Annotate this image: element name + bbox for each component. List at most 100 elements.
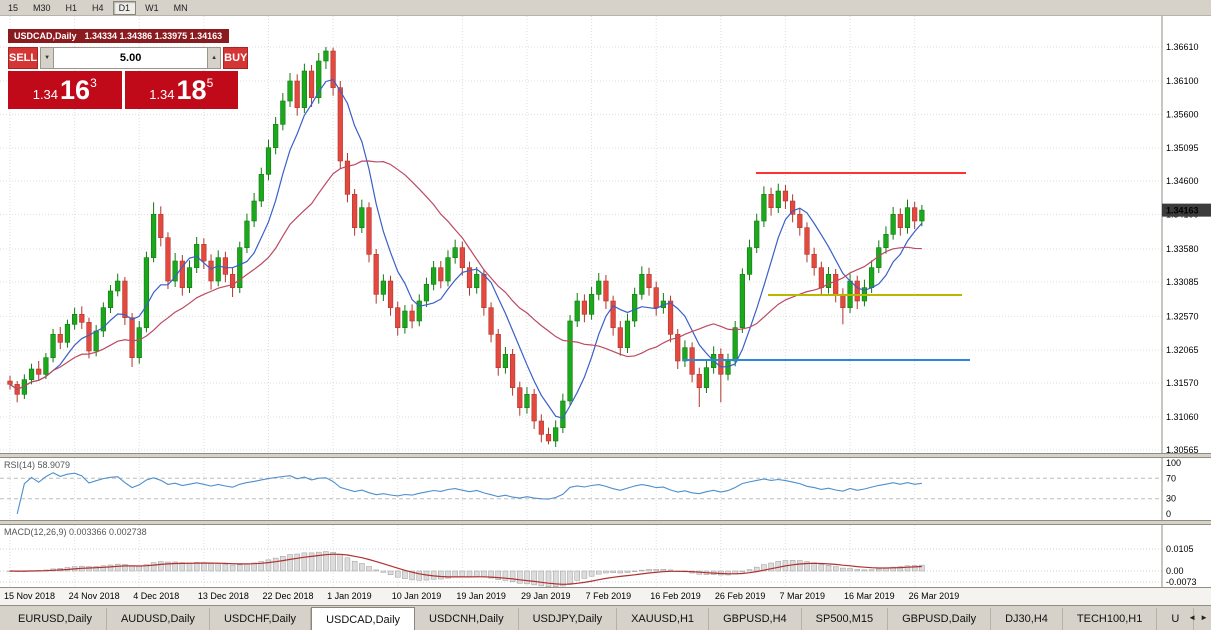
rsi-line xyxy=(16,472,922,515)
timeframe-button-15[interactable]: 15 xyxy=(2,1,24,15)
volume-input[interactable] xyxy=(54,47,208,69)
ma-slow-line xyxy=(9,160,922,391)
chart-tab-bar: EURUSD,Daily AUDUSD,Daily USDCHF,Daily USDC… xyxy=(0,605,1211,630)
tab-eurusd-daily[interactable]: EURUSD,Daily xyxy=(4,608,107,630)
date-label: 16 Feb 2019 xyxy=(650,591,701,601)
tab-xauusd-h1[interactable]: XAUUSD,H1 xyxy=(617,608,710,630)
timeframe-button-h1[interactable]: H1 xyxy=(60,1,84,15)
sell-price-pip: 3 xyxy=(90,76,97,90)
timeframe-button-m30[interactable]: M30 xyxy=(27,1,57,15)
timeframe-button-group: 15 M30 H1 H4 D1 W1 MN xyxy=(2,0,197,15)
svg-text:1.35600: 1.35600 xyxy=(1166,109,1199,119)
chart-info-label: USDCAD,Daily 1.34334 1.34386 1.33975 1.3… xyxy=(8,29,230,43)
macd-panel: 0.0105 0.00 -0.0073 MACD(12,26,9) 0.003366… xyxy=(0,525,1211,587)
date-label: 26 Mar 2019 xyxy=(908,591,960,601)
tab-audusd-daily[interactable]: AUDUSD,Daily xyxy=(107,608,210,630)
buy-price-main: 18 xyxy=(176,74,207,105)
sell-price-prefix: 1.34 xyxy=(32,86,59,102)
panel-splitter[interactable] xyxy=(0,520,1211,525)
svg-text:1.34600: 1.34600 xyxy=(1166,176,1199,186)
buy-button[interactable]: BUY xyxy=(223,47,249,69)
tab-usdcnh-daily[interactable]: USDCNH,Daily xyxy=(415,608,519,630)
ma-fast-line xyxy=(9,78,923,419)
macd-indicator-canvas[interactable]: 0.0105 0.00-0.0073 xyxy=(0,525,1211,587)
date-label: 26 Feb 2019 xyxy=(714,591,766,601)
macd-histogram xyxy=(7,551,925,587)
buy-price-button[interactable]: 1.34 18 5 xyxy=(124,71,238,109)
date-label: 16 Mar 2019 xyxy=(844,591,895,601)
date-label: 13 Dec 2018 xyxy=(197,591,249,601)
date-label: 7 Feb 2019 xyxy=(585,591,632,601)
svg-text:1.36100: 1.36100 xyxy=(1166,76,1199,86)
tab-scroll-left-icon[interactable]: ◄ xyxy=(1188,613,1197,622)
svg-text:1.31060: 1.31060 xyxy=(1166,412,1199,422)
date-label: 22 Dec 2018 xyxy=(262,591,314,601)
tab-sp500-m15[interactable]: SP500,M15 xyxy=(802,608,889,630)
rsi-guide-lines xyxy=(0,477,1162,500)
svg-text:1.30565: 1.30565 xyxy=(1166,445,1199,453)
sell-price-main: 16 xyxy=(60,74,91,105)
svg-text:1.33085: 1.33085 xyxy=(1166,277,1199,287)
svg-text:30: 30 xyxy=(1166,494,1176,504)
current-price-tag: 1.34163 xyxy=(1162,203,1211,217)
svg-text:0: 0 xyxy=(1166,509,1171,519)
tab-scroll-right-icon[interactable]: ► xyxy=(1200,613,1208,622)
date-axis: 15 Nov 2018 24 Nov 2018 4 Dec 2018 13 Dec 2… xyxy=(0,587,1211,605)
svg-text:70: 70 xyxy=(1166,473,1176,483)
sell-price-button[interactable]: 1.34 16 3 xyxy=(8,71,122,109)
svg-text:1.32065: 1.32065 xyxy=(1166,345,1199,355)
date-label: 15 Nov 2018 xyxy=(4,591,56,601)
rsi-panel: 100 70 30 0 RSI(14) 58.9079 xyxy=(0,458,1211,520)
svg-text:1.33580: 1.33580 xyxy=(1166,244,1199,254)
panel-splitter[interactable] xyxy=(0,453,1211,458)
timeframe-button-d1[interactable]: D1 xyxy=(112,0,137,15)
price-chart-canvas[interactable]: 1.366101.361001.356001.350951.346001.341… xyxy=(0,16,1211,453)
chart-tabs: EURUSD,Daily AUDUSD,Daily USDCHF,Daily USDC… xyxy=(4,606,1195,630)
timeframe-toolbar: 15 M30 H1 H4 D1 W1 MN xyxy=(0,0,1211,16)
svg-text:1.31570: 1.31570 xyxy=(1166,378,1199,388)
tab-usdcad-daily[interactable]: USDCAD,Daily xyxy=(311,607,416,630)
macd-signal-line xyxy=(9,553,922,585)
volume-increase-button[interactable]: ▲ xyxy=(207,47,222,69)
tab-dj30-h4[interactable]: DJ30,H4 xyxy=(991,608,1063,630)
chart-symbol-label: USDCAD,Daily xyxy=(14,31,77,41)
timeframe-button-w1[interactable]: W1 xyxy=(139,1,165,15)
date-label: 7 Mar 2019 xyxy=(779,591,825,601)
sell-button[interactable]: SELL xyxy=(8,47,39,69)
buy-price-pip: 5 xyxy=(206,76,214,90)
tab-tech100-h1[interactable]: TECH100,H1 xyxy=(1063,608,1158,630)
one-click-trading-panel: SELL ▼ ▲ BUY 1.34 16 3 1.34 xyxy=(8,47,249,109)
timeframe-button-h4[interactable]: H4 xyxy=(86,1,110,15)
date-label: 24 Nov 2018 xyxy=(68,591,120,601)
date-label: 1 Jan 2019 xyxy=(327,591,372,601)
tab-usdjpy-daily[interactable]: USDJPY,Daily xyxy=(519,608,618,630)
svg-text:1.36610: 1.36610 xyxy=(1166,42,1199,52)
tab-usdchf-daily[interactable]: USDCHF,Daily xyxy=(210,608,312,630)
tab-gbpusd-daily[interactable]: GBPUSD,Daily xyxy=(888,608,992,630)
buy-price-prefix: 1.34 xyxy=(149,86,175,102)
main-price-panel: 1.366101.361001.356001.350951.346001.341… xyxy=(0,16,1211,453)
svg-text:1.34163: 1.34163 xyxy=(1166,206,1199,216)
price-axis-labels: 1.36610 1.36100 1.35600 1.35095 1.34600 1.341… xyxy=(1166,42,1199,453)
svg-text:0.0105: 0.0105 xyxy=(1166,544,1194,554)
tab-gbpusd-h4[interactable]: GBPUSD,H4 xyxy=(709,608,802,630)
date-label: 4 Dec 2018 xyxy=(133,591,180,601)
svg-text:-0.0073: -0.0073 xyxy=(1166,577,1197,587)
svg-text:1.35095: 1.35095 xyxy=(1166,143,1199,153)
volume-stepper: ▼ ▲ xyxy=(40,47,222,69)
chevron-down-icon: ▼ xyxy=(44,55,51,61)
svg-text:100: 100 xyxy=(1166,458,1181,468)
rsi-indicator-canvas[interactable]: 100 70 30 0 xyxy=(0,458,1211,520)
macd-axis-labels: 0.0105 0.00-0.0073 xyxy=(1166,544,1197,587)
rsi-axis-labels: 100 70 30 0 xyxy=(1166,458,1181,519)
svg-text:1.32570: 1.32570 xyxy=(1166,311,1199,321)
chevron-up-icon: ▲ xyxy=(211,55,218,61)
date-label: 10 Jan 2019 xyxy=(391,591,442,601)
timeframe-button-mn[interactable]: MN xyxy=(168,1,194,15)
volume-decrease-button[interactable]: ▼ xyxy=(40,47,55,69)
vertical-gridlines xyxy=(9,458,916,520)
tab-u[interactable]: U xyxy=(1157,608,1195,630)
vertical-gridlines xyxy=(9,525,916,587)
tab-scroll-controls: ◄ ► xyxy=(1188,613,1208,622)
